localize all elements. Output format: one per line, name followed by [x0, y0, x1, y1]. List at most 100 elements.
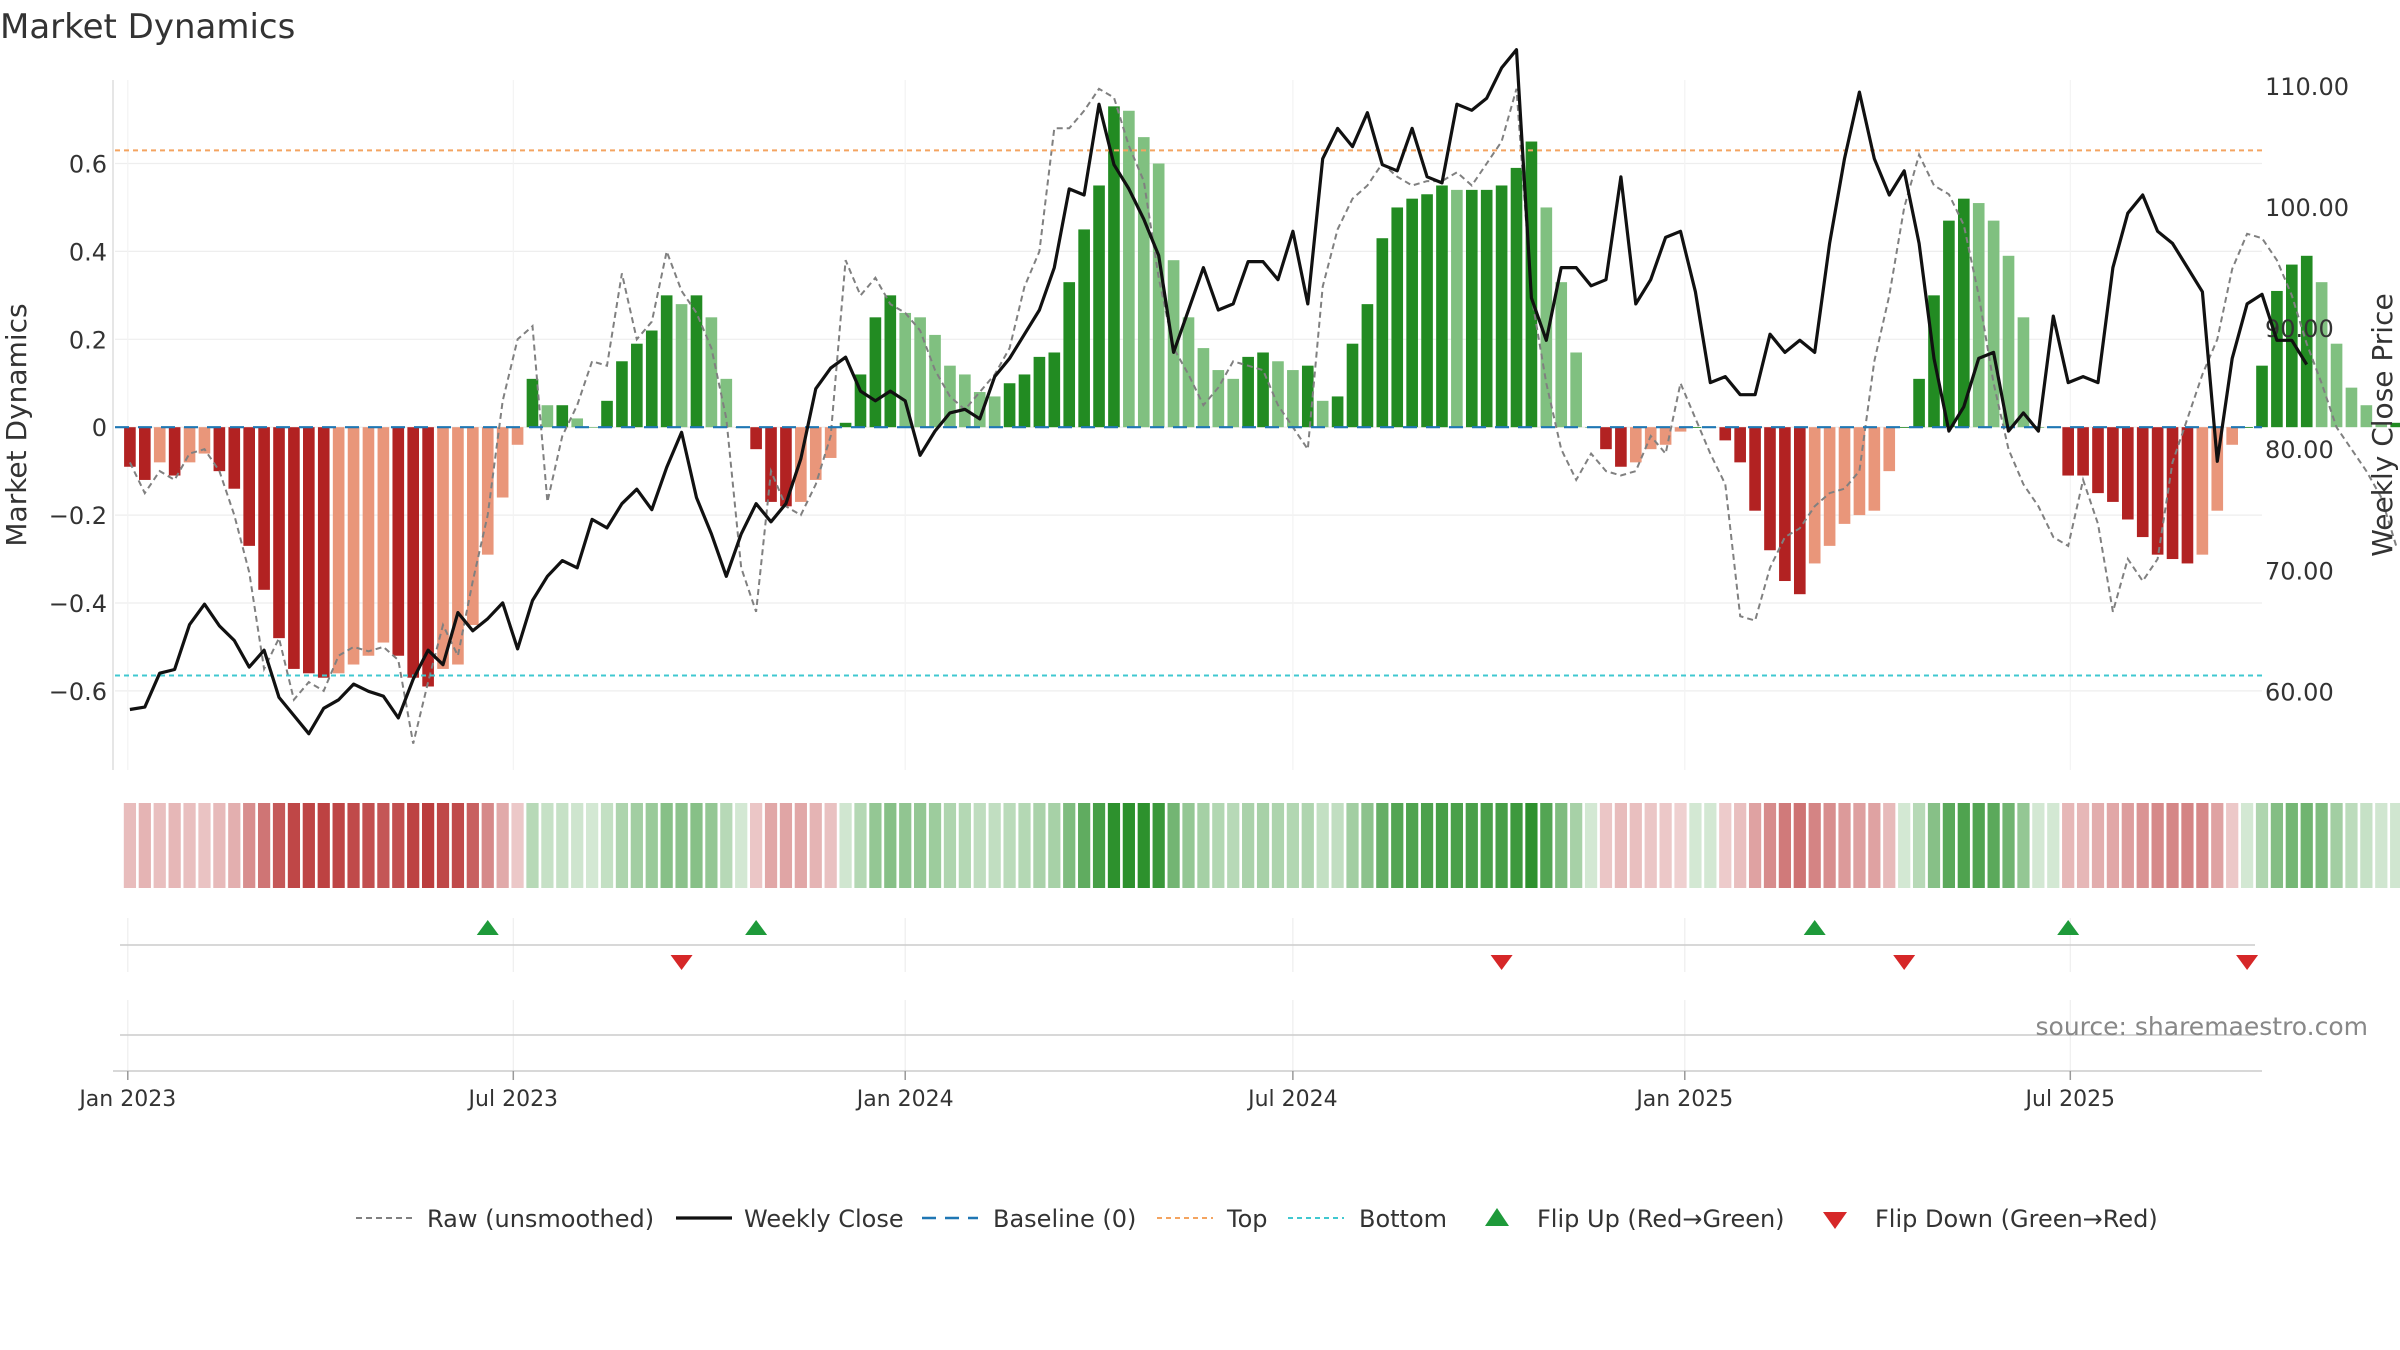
legend-item: Weekly Close	[676, 1205, 904, 1233]
strip-cell	[2196, 803, 2209, 888]
legend-item: Bottom	[1288, 1205, 1447, 1233]
strip-cell	[1376, 803, 1389, 888]
strip-cell	[914, 803, 927, 888]
dynamics-bar	[1033, 356, 1046, 428]
strip-cell	[1689, 803, 1702, 888]
strip-cell	[1629, 803, 1642, 888]
strip-cell	[302, 803, 315, 888]
dynamics-bar	[1182, 317, 1195, 428]
flip-down-marker	[670, 955, 693, 970]
strip-cell	[1435, 803, 1449, 888]
strip-cell	[1584, 803, 1598, 888]
dynamics-bar	[1749, 427, 1761, 511]
dynamics-bar	[332, 427, 345, 674]
dynamics-bar	[273, 427, 285, 639]
legend-item: Top	[1157, 1205, 1268, 1233]
dynamics-bar	[1689, 427, 1702, 428]
strip-cell	[779, 803, 793, 888]
dynamics-bar	[1346, 343, 1359, 428]
strip-cell	[1465, 803, 1478, 888]
dynamics-bar	[511, 427, 524, 445]
strip-cell	[571, 803, 584, 888]
flip-down-marker	[1893, 955, 1916, 970]
dynamics-bar	[2062, 427, 2074, 476]
x-tick-label: Jan 2024	[855, 1087, 954, 1112]
dynamics-bar	[168, 427, 181, 476]
strip-cell	[1540, 803, 1553, 888]
dynamics-bar	[571, 418, 584, 428]
dynamics-bar	[899, 312, 912, 428]
strip-cell	[198, 803, 211, 888]
dynamics-bar	[765, 427, 777, 502]
dynamics-bar	[1868, 427, 1881, 511]
strip-cell	[2255, 803, 2269, 888]
strip-cell	[1152, 803, 1165, 888]
flip-panel	[120, 918, 2259, 972]
dynamics-bar	[288, 427, 300, 669]
strip-cell	[1972, 803, 1985, 888]
strip-cell	[1659, 803, 1672, 888]
dynamics-bar	[780, 427, 792, 507]
strip-cell	[407, 803, 420, 888]
x-tick-label: Jan 2025	[1634, 1087, 1733, 1112]
left-tick-label: 0	[92, 414, 107, 442]
strip-cell	[1495, 803, 1508, 888]
left-axis-label: Market Dynamics	[0, 303, 33, 546]
dynamics-bar	[526, 378, 539, 428]
dynamics-bar	[1227, 378, 1240, 428]
dynamics-bar	[1793, 427, 1806, 595]
flip-up-marker	[2057, 920, 2080, 935]
dynamics-bar	[705, 317, 718, 428]
dynamics-bar	[750, 427, 762, 450]
dynamics-bar	[586, 427, 598, 428]
dynamics-bar	[660, 295, 673, 428]
flip-markers	[476, 920, 2259, 970]
strip-cell	[2181, 803, 2194, 888]
dynamics-bar	[1674, 427, 1687, 432]
strip-cell	[1182, 803, 1195, 888]
dynamics-bar	[1883, 427, 1896, 472]
date-panel: source: sharemaestro.com Jan 2023 Jul 202…	[77, 1000, 2368, 1112]
strip-cell	[1137, 803, 1150, 888]
strip-cell	[2047, 803, 2060, 888]
dynamics-bars	[124, 106, 2400, 687]
dynamics-bar	[2315, 282, 2328, 428]
dynamics-bar	[1823, 427, 1836, 546]
dynamics-bar	[2166, 427, 2179, 560]
legend-flip-up-swatch	[1485, 1208, 1509, 1226]
strip-cell	[2345, 803, 2358, 888]
dynamics-bar	[2286, 264, 2298, 428]
strip-cell	[1316, 803, 1329, 888]
left-tick-label: −0.2	[49, 502, 107, 530]
dynamics-bar	[1108, 106, 1120, 428]
threshold-lines	[115, 149, 2262, 677]
strip-cell	[377, 803, 390, 888]
dynamics-bar	[1421, 194, 1433, 428]
dynamics-bar	[1078, 229, 1090, 428]
strip-cell	[1003, 803, 1016, 888]
strip-cell	[690, 803, 703, 888]
dynamics-bar	[1436, 185, 1448, 428]
strip-cell	[2226, 803, 2239, 888]
left-tick-label: 0.4	[69, 238, 107, 266]
dynamics-bar	[1451, 189, 1463, 428]
strip-cell	[1510, 803, 1523, 888]
dynamics-bar	[2017, 317, 2030, 428]
dynamics-bar	[645, 330, 658, 428]
strip-cell	[884, 803, 897, 888]
strip-cell	[1212, 803, 1225, 888]
strip-cell	[1853, 803, 1866, 888]
strip-cell	[615, 803, 629, 888]
dynamics-bar	[1480, 189, 1493, 428]
strip-cell	[1450, 803, 1463, 888]
strip-cell	[600, 803, 614, 888]
dynamics-bar	[139, 427, 151, 480]
dynamics-bar	[809, 427, 822, 480]
strip-cell	[2091, 803, 2105, 888]
right-axis-label: Weekly Close Price	[2366, 293, 2399, 556]
dynamics-bar	[467, 427, 479, 625]
flip-down-marker	[2236, 955, 2259, 970]
dynamics-bar	[2226, 427, 2238, 445]
dynamics-bar	[884, 295, 897, 428]
dynamics-bar	[1495, 185, 1508, 428]
